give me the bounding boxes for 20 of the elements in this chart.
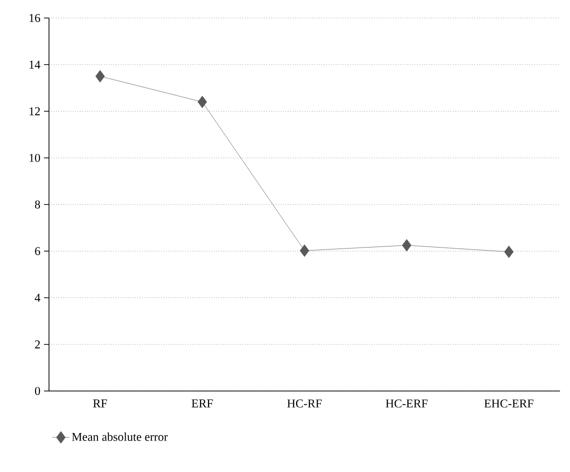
y-tick-label: 16 xyxy=(30,14,40,22)
point xyxy=(402,239,412,252)
x-tick-label: HC-RF xyxy=(287,399,322,408)
y-tick-label: 14 xyxy=(30,60,40,69)
y-tick-label: 12 xyxy=(30,107,40,116)
x-tick-label: RF xyxy=(93,400,107,408)
y-tick-label: 8 xyxy=(34,200,40,209)
x-tick-label: ERF xyxy=(192,400,213,408)
point xyxy=(300,244,310,257)
y-tick-label: 10 xyxy=(30,154,40,162)
point xyxy=(504,246,514,258)
legend-label: Mean absolute error xyxy=(72,432,168,441)
y-tick-label: 6 xyxy=(35,247,40,256)
point xyxy=(95,70,105,82)
point xyxy=(198,96,207,108)
y-tick-label: 0 xyxy=(34,386,40,396)
x-tick-label: HC-ERF xyxy=(386,399,428,408)
y-tick-label: 2 xyxy=(35,340,40,348)
x-tick-label: EHC-ERF xyxy=(484,399,534,408)
y-tick-label: 4 xyxy=(34,294,40,302)
